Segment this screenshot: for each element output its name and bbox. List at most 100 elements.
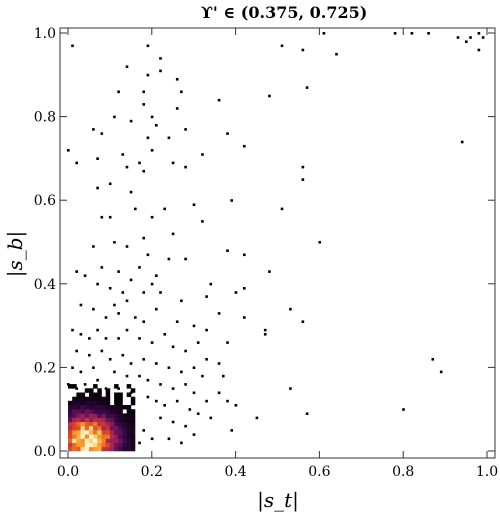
scatter-point — [150, 215, 154, 219]
scatter-point — [167, 437, 171, 441]
scatter-point — [230, 199, 233, 202]
heat-cell — [101, 446, 106, 452]
scatter-point — [196, 412, 200, 415]
scatter-point — [226, 399, 229, 403]
scatter-point — [180, 90, 183, 94]
heat-cell — [72, 384, 77, 389]
heat-cell — [72, 430, 77, 435]
heat-cell — [72, 417, 77, 423]
heat-cell — [72, 400, 77, 406]
scatter-point — [171, 420, 175, 424]
scatter-point — [477, 48, 481, 52]
scatter-point — [150, 115, 154, 119]
heat-cell — [126, 409, 132, 414]
heat-cell — [97, 409, 102, 414]
scatter-point — [155, 307, 158, 311]
scatter-point — [142, 429, 145, 432]
scatter-point — [75, 387, 78, 390]
heat-cell — [84, 434, 90, 439]
heat-cell — [84, 421, 90, 427]
heat-cell — [93, 384, 98, 389]
scatter-point — [180, 370, 183, 374]
heat-cell — [122, 425, 127, 431]
scatter-point — [146, 136, 150, 140]
scatter-point — [117, 90, 120, 94]
heat-cell — [101, 396, 106, 402]
heat-cell — [76, 446, 81, 452]
heat-cell — [80, 425, 86, 431]
heat-cell — [118, 421, 123, 427]
heat-cell — [97, 434, 102, 439]
heat-cell — [68, 417, 73, 423]
scatter-point — [100, 215, 104, 219]
scatter-point — [125, 328, 129, 332]
heat-cell — [84, 425, 90, 431]
scatter-point — [100, 349, 104, 353]
heat-cell — [109, 417, 115, 423]
heat-cell — [80, 409, 86, 414]
y-tick-label: 0.6 — [34, 193, 56, 209]
scatter-point — [230, 429, 233, 432]
scatter-point — [150, 341, 154, 344]
scatter-point — [410, 32, 414, 35]
heat-cell — [89, 405, 94, 410]
x-tick-label: 0.2 — [141, 464, 163, 480]
heat-cell — [93, 413, 98, 418]
heat-cell — [126, 442, 132, 448]
heat-cell — [76, 442, 81, 448]
y-tick-label: 0.8 — [34, 110, 56, 126]
heat-cell — [126, 446, 132, 452]
heat-cell — [114, 421, 119, 427]
scatter-point — [184, 128, 187, 131]
scatter-point — [142, 320, 145, 323]
heat-cell — [122, 413, 127, 418]
heat-cell — [122, 434, 127, 439]
heat-cell — [68, 405, 73, 410]
heat-cell — [89, 442, 94, 448]
scatter-point — [234, 291, 238, 294]
scatter-point — [150, 437, 154, 441]
heat-cell — [109, 442, 115, 448]
heat-cell — [80, 413, 86, 418]
scatter-point — [280, 44, 284, 48]
scatter-point — [167, 136, 171, 140]
scatter-point — [318, 241, 321, 244]
scatter-point — [146, 44, 150, 48]
heat-cell — [93, 446, 98, 452]
heat-cell — [97, 425, 102, 431]
scatter-point — [209, 282, 213, 286]
heat-cell — [97, 400, 102, 406]
scatter-point — [431, 358, 435, 361]
heat-cell — [130, 446, 136, 452]
scatter-point — [146, 73, 150, 77]
scatter-point — [155, 362, 158, 365]
heat-cell — [114, 405, 119, 410]
heat-cell — [114, 392, 119, 397]
heat-cell — [97, 421, 102, 427]
scatter-point — [171, 161, 175, 165]
scatter-point — [138, 161, 141, 165]
heat-cell — [76, 434, 81, 439]
heat-cell — [118, 430, 123, 435]
heat-cell — [97, 446, 102, 452]
scatter-point — [134, 207, 137, 211]
scatter-point — [184, 165, 187, 169]
heat-cell — [130, 388, 136, 393]
x-tick-label: 0.0 — [57, 464, 79, 480]
scatter-point — [184, 424, 187, 428]
scatter-point — [71, 366, 74, 369]
scatter-point — [125, 245, 129, 248]
scatter-point — [268, 270, 271, 273]
scatter-point — [142, 90, 145, 94]
scatter-point — [243, 144, 246, 148]
scatter-point — [469, 36, 472, 39]
heat-cell — [105, 425, 111, 431]
heat-cell — [118, 442, 123, 448]
scatter-point — [96, 328, 99, 332]
scatter-point — [125, 299, 129, 303]
heat-cell — [68, 442, 73, 448]
axis-ticks: 0.0 0.2 0.4 0.6 0.8 1.0 0.0 0.2 0.4 0.6 0.8 1.0 — [34, 26, 498, 480]
heat-cell — [101, 400, 106, 406]
heat-cell — [118, 409, 123, 414]
